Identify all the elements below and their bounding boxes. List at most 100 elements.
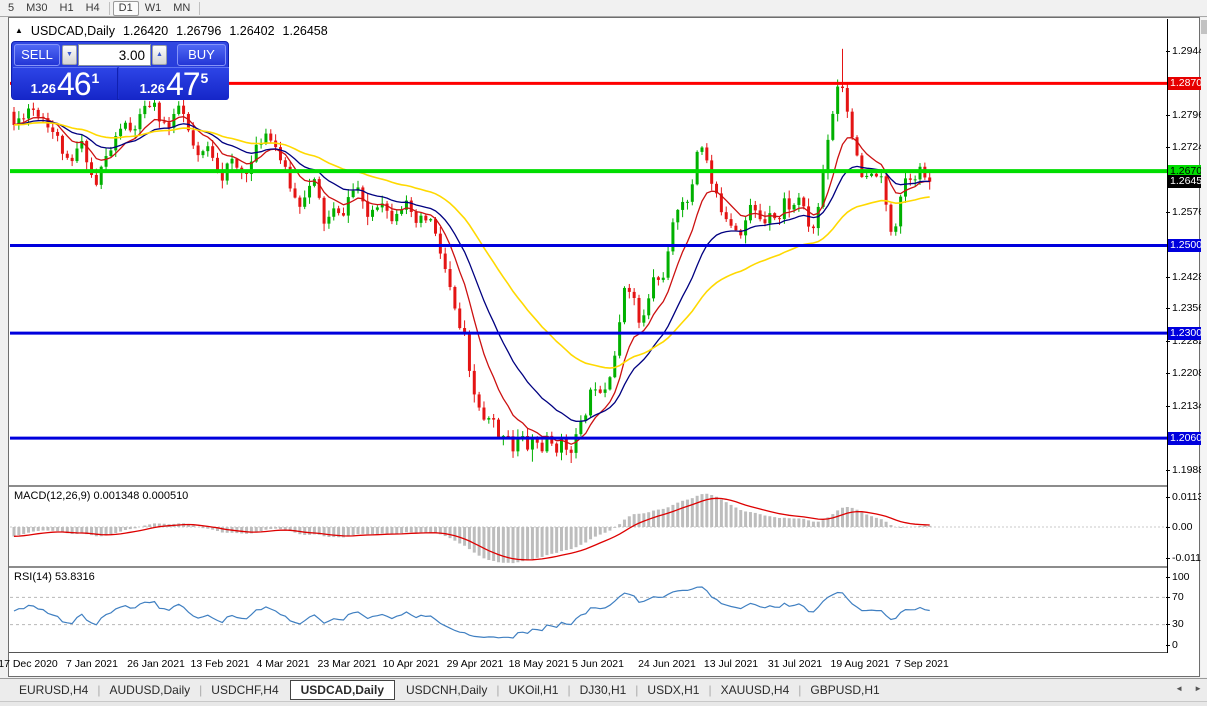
- price-axis-line: [1167, 19, 1168, 653]
- axis-label: 0.01135: [1172, 490, 1207, 503]
- chart-tab-XAUUSD-H4[interactable]: XAUUSD,H4: [720, 683, 790, 697]
- scrollbar-thumb[interactable]: [1201, 20, 1207, 34]
- tab-separator: |: [567, 683, 571, 697]
- tab-separator: |: [798, 683, 802, 697]
- axis-label: 1.27960: [1172, 109, 1207, 122]
- axis-label: -0.01190: [1172, 551, 1207, 564]
- date-axis-label: 18 May 2021: [508, 658, 570, 670]
- tab-separator: |: [708, 683, 712, 697]
- timeframe-button-5[interactable]: 5: [8, 1, 15, 14]
- axis-label: 1.23560: [1172, 302, 1207, 315]
- chart-tab-USDCAD-Daily[interactable]: USDCAD,Daily: [289, 680, 395, 700]
- chart-tab-USDCHF-H4[interactable]: USDCHF,H4: [211, 683, 279, 697]
- buy-button[interactable]: BUY: [177, 44, 226, 66]
- tab-scroll-arrows: ◄ ►: [1175, 684, 1202, 693]
- vertical-scrollbar[interactable]: [1201, 18, 1207, 677]
- panel-separator[interactable]: [9, 485, 1167, 487]
- date-axis-label: 13 Feb 2021: [190, 658, 250, 670]
- tab-scroll-left-icon[interactable]: ◄: [1175, 684, 1184, 693]
- timeframe-button-H4[interactable]: H4: [85, 1, 100, 14]
- axis-tick: [1166, 557, 1170, 559]
- sell-price-pip: 1: [91, 70, 100, 86]
- buy-price-display[interactable]: 1.26 47 5: [119, 67, 229, 100]
- axis-tick: [1166, 405, 1170, 407]
- timeframe-button-M30[interactable]: M30: [26, 1, 48, 14]
- date-axis-label: 31 Jul 2021: [767, 658, 823, 670]
- buy-price-digits: 47: [165, 66, 201, 102]
- date-axis[interactable]: 17 Dec 2020 7 Jan 2021 26 Jan 2021 13 Feb 2…: [0, 655, 1166, 673]
- axis-tick: [1166, 340, 1170, 342]
- axis-tick: [1166, 211, 1170, 213]
- rsi-line: [13, 586, 930, 639]
- date-axis-label: 5 Jun 2021: [572, 658, 624, 670]
- sell-price-display[interactable]: 1.26 46 1: [13, 67, 118, 100]
- timeframe-button-H1[interactable]: H1: [59, 1, 74, 14]
- collapse-panel-icon[interactable]: ▲: [15, 26, 23, 35]
- ohlc-open: 1.26420: [122, 24, 169, 38]
- chart-tab-EURUSD-H4[interactable]: EURUSD,H4: [19, 683, 89, 697]
- chart-tab-AUDUSD-Daily[interactable]: AUDUSD,Daily: [109, 683, 191, 697]
- tab-scroll-right-icon[interactable]: ►: [1194, 684, 1202, 693]
- axis-label: 0.00: [1172, 520, 1193, 533]
- chart-window: ▲ USDCAD,Daily 1.26420 1.26796 1.26402 1…: [0, 17, 1207, 677]
- price-badge-1.23003: 1.23003: [1168, 326, 1207, 340]
- axis-tick: [1166, 373, 1170, 375]
- date-axis-label: 23 Mar 2021: [317, 658, 377, 670]
- volume-increase-button[interactable]: ▲: [152, 45, 167, 65]
- chart-tabs: EURUSD,H4 | AUDUSD,Daily | USDCHF,H4 USDCAD,D…: [10, 680, 889, 700]
- date-axis-label: 13 Jul 2021: [703, 658, 759, 670]
- chart-tab-USDCNH-Daily[interactable]: USDCNH,Daily: [406, 683, 488, 697]
- price-axis[interactable]: 1.29440 1.27960 1.27240 1.25760 1.24280 1.235…: [1166, 18, 1207, 654]
- axis-tick: [1166, 146, 1170, 148]
- chart-tab-GBPUSD-H1[interactable]: GBPUSD,H1: [810, 683, 880, 697]
- ohlc-high: 1.26796: [176, 24, 222, 38]
- axis-label: 1.21340: [1172, 399, 1207, 412]
- axis-label: 1.19880: [1172, 463, 1207, 476]
- price-badge-1.26700: 1.26700: [1168, 164, 1207, 178]
- axis-label: 1.25760: [1172, 205, 1207, 218]
- sell-button[interactable]: SELL: [14, 44, 60, 66]
- macd-signal-line: [13, 497, 930, 561]
- axis-label: 100: [1172, 570, 1190, 583]
- volume-decrease-button[interactable]: ▼: [62, 45, 77, 65]
- axis-tick: [1166, 50, 1170, 52]
- tab-separator: |: [496, 683, 500, 697]
- axis-label: 70: [1172, 590, 1184, 603]
- timeframe-toolbar: 5 M30 H1 H4 D1 W1 MN: [0, 0, 1207, 17]
- date-axis-label: 10 Apr 2021: [382, 658, 440, 670]
- axis-label: 30: [1172, 618, 1184, 631]
- axis-label: 1.27240: [1172, 140, 1207, 153]
- date-axis-label: 4 Mar 2021: [256, 658, 310, 670]
- moving-average-lines: [13, 116, 930, 445]
- symbol-title: USDCAD,Daily: [30, 24, 115, 38]
- timeframe-button-MN[interactable]: MN: [173, 1, 191, 14]
- panel-separator[interactable]: [9, 566, 1167, 568]
- sell-price-digits: 46: [56, 66, 92, 102]
- toolbar-separator: [108, 1, 110, 15]
- volume-input[interactable]: [78, 44, 151, 66]
- axis-tick: [1166, 596, 1170, 598]
- timeframe-button-W1[interactable]: W1: [144, 1, 162, 14]
- one-click-trading-panel: SELL ▼ ▲ BUY 1.26 46 1 1.26 47 5: [11, 41, 229, 100]
- axis-label: 1.24280: [1172, 270, 1207, 283]
- date-axis-label: 24 Jun 2021: [638, 658, 696, 670]
- buy-price-prefix: 1.26: [139, 81, 165, 96]
- axis-label: 1.29440: [1172, 44, 1207, 57]
- buy-price-pip: 5: [200, 70, 209, 86]
- chart-tab-USDX-H1[interactable]: USDX,H1: [647, 683, 700, 697]
- date-axis-label: 7 Jan 2021: [66, 658, 118, 670]
- price-badge-1.25003: 1.25003: [1168, 238, 1207, 252]
- macd-chart[interactable]: [10, 488, 1167, 567]
- rsi-indicator-label: RSI(14) 53.8316: [14, 571, 95, 583]
- axis-tick: [1166, 496, 1170, 498]
- chart-tab-DJ30-H1[interactable]: DJ30,H1: [579, 683, 627, 697]
- candlesticks: [12, 48, 932, 464]
- rsi-chart[interactable]: [10, 569, 1167, 652]
- ohlc-low: 1.26402: [229, 24, 275, 38]
- chart-tab-UKOil-H1[interactable]: UKOil,H1: [508, 683, 559, 697]
- horizontal-level-lines: [10, 81, 1167, 440]
- ohlc-close: 1.26458: [282, 24, 328, 38]
- timeframe-button-D1[interactable]: D1: [112, 0, 139, 16]
- axis-tick: [1166, 526, 1170, 528]
- price-chart[interactable]: [10, 19, 1167, 487]
